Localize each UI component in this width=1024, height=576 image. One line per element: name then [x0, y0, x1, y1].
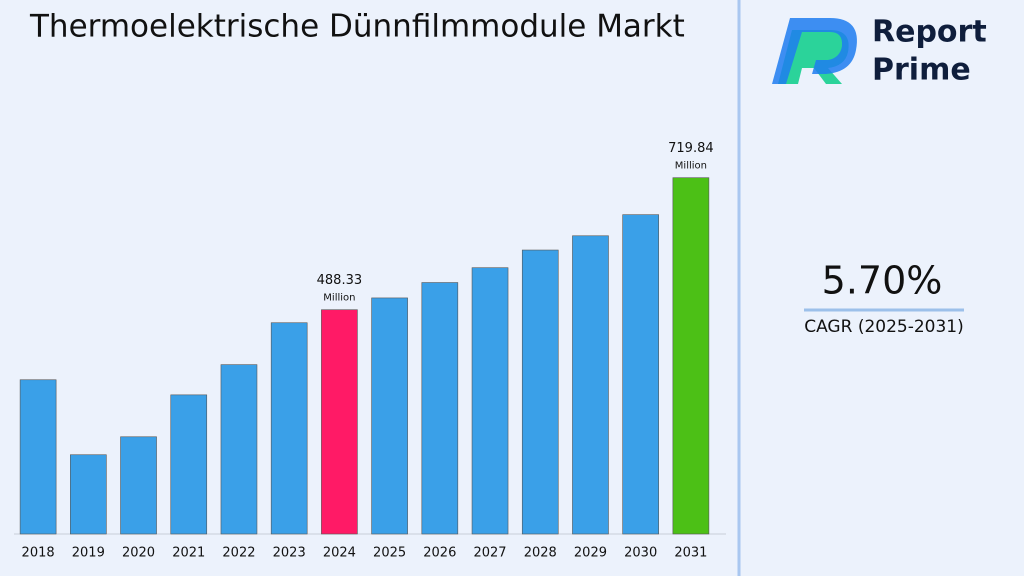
bar	[19, 379, 57, 535]
bar	[572, 235, 609, 535]
value-unit: Million	[323, 293, 355, 304]
bar	[270, 322, 308, 535]
logo: Report Prime	[772, 15, 987, 88]
x-tick-label: 2028	[524, 546, 557, 561]
x-tick-label: 2023	[273, 546, 306, 561]
x-tick-label: 2025	[373, 546, 406, 561]
logo-mark-2	[772, 18, 857, 84]
bar	[421, 282, 459, 535]
bar	[371, 297, 408, 535]
x-tick-label: 2019	[72, 546, 105, 561]
bar	[471, 267, 509, 535]
chart-title: Thermoelektrische Dünnfilmmodule Markt	[29, 9, 685, 45]
bar	[672, 177, 710, 535]
value-label: 719.84	[668, 141, 714, 156]
x-tick-label: 2031	[674, 546, 707, 561]
bar	[321, 309, 358, 535]
brand-line: Prime	[872, 53, 971, 88]
brand-line: Report	[872, 15, 987, 50]
x-tick-label: 2030	[624, 546, 657, 561]
value-unit: Million	[675, 161, 707, 172]
x-tick-label: 2021	[172, 546, 205, 561]
bar	[170, 394, 208, 535]
bar	[521, 249, 559, 535]
cagr-label: CAGR (2025-2031)	[804, 317, 964, 337]
x-tick-label: 2026	[423, 546, 456, 561]
x-tick-label: 2024	[323, 546, 356, 561]
x-tick-label: 2018	[22, 546, 55, 561]
x-tick-label: 2020	[122, 546, 155, 561]
bar	[622, 214, 659, 535]
x-tick-label: 2029	[574, 546, 607, 561]
x-tick-label: 2027	[473, 546, 506, 561]
bar	[220, 364, 258, 535]
bar	[120, 436, 157, 535]
cagr-value: 5.70%	[822, 259, 943, 303]
x-tick-label: 2022	[222, 546, 255, 561]
value-label: 488.33	[317, 273, 363, 288]
bar	[70, 454, 107, 535]
